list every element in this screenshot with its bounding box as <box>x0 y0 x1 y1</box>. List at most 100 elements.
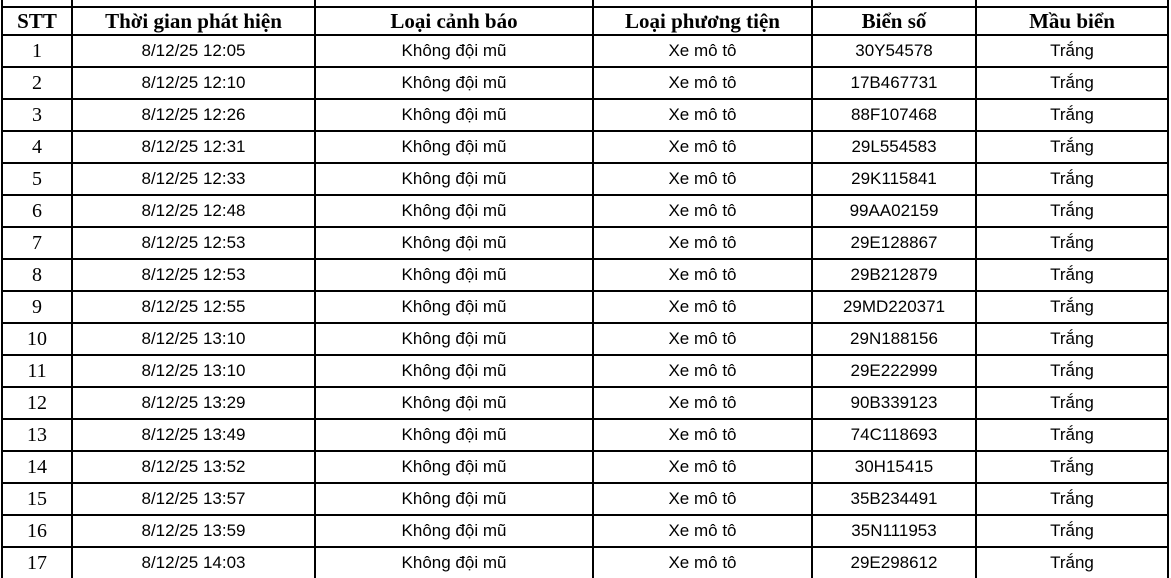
cell-plate: 29N188156 <box>811 322 977 356</box>
cell-warning: Không đội mũ <box>314 482 594 516</box>
table-row: 10 8/12/25 13:10 Không đội mũ Xe mô tô 2… <box>1 322 1169 356</box>
cell-color: Trắng <box>975 482 1169 516</box>
cell-plate: 35B234491 <box>811 482 977 516</box>
cell-vehicle: Xe mô tô <box>592 450 813 484</box>
cell-color: Trắng <box>975 162 1169 196</box>
cell-plate: 29MD220371 <box>811 290 977 324</box>
cell-warning: Không đội mũ <box>314 514 594 548</box>
cell-vehicle: Xe mô tô <box>592 290 813 324</box>
cell-color: Trắng <box>975 66 1169 100</box>
cell-warning: Không đội mũ <box>314 34 594 68</box>
cell-time: 8/12/25 13:49 <box>71 418 316 452</box>
column-header-time: Thời gian phát hiện <box>71 6 316 36</box>
cell-time: 8/12/25 13:10 <box>71 354 316 388</box>
table-header-row: STT Thời gian phát hiện Loại cảnh báo Lo… <box>1 6 1169 36</box>
cell-vehicle: Xe mô tô <box>592 66 813 100</box>
table-row: 7 8/12/25 12:53 Không đội mũ Xe mô tô 29… <box>1 226 1169 260</box>
table-row: 12 8/12/25 13:29 Không đội mũ Xe mô tô 9… <box>1 386 1169 420</box>
cell-stt: 16 <box>1 514 73 548</box>
cell-stt: 14 <box>1 450 73 484</box>
cell-time: 8/12/25 13:29 <box>71 386 316 420</box>
cell-warning: Không đội mũ <box>314 194 594 228</box>
cell-vehicle: Xe mô tô <box>592 226 813 260</box>
column-header-color: Mầu biển <box>975 6 1169 36</box>
cell-color: Trắng <box>975 418 1169 452</box>
cell-color: Trắng <box>975 322 1169 356</box>
cell-stt: 12 <box>1 386 73 420</box>
cell-time: 8/12/25 12:53 <box>71 258 316 292</box>
cell-time: 8/12/25 12:05 <box>71 34 316 68</box>
cell-stt: 6 <box>1 194 73 228</box>
table-row: 4 8/12/25 12:31 Không đội mũ Xe mô tô 29… <box>1 130 1169 164</box>
cell-time: 8/12/25 13:57 <box>71 482 316 516</box>
cell-vehicle: Xe mô tô <box>592 418 813 452</box>
cropped-cell <box>811 0 977 8</box>
cell-stt: 1 <box>1 34 73 68</box>
cell-color: Trắng <box>975 354 1169 388</box>
cell-warning: Không đội mũ <box>314 418 594 452</box>
cell-stt: 3 <box>1 98 73 132</box>
table-row: 2 8/12/25 12:10 Không đội mũ Xe mô tô 17… <box>1 66 1169 100</box>
table-row: 17 8/12/25 14:03 Không đội mũ Xe mô tô 2… <box>1 546 1169 578</box>
cell-time: 8/12/25 14:03 <box>71 546 316 578</box>
cell-stt: 15 <box>1 482 73 516</box>
cell-plate: 99AA02159 <box>811 194 977 228</box>
cropped-cell <box>1 0 73 8</box>
cell-stt: 9 <box>1 290 73 324</box>
cell-warning: Không đội mũ <box>314 386 594 420</box>
cell-color: Trắng <box>975 546 1169 578</box>
cell-stt: 4 <box>1 130 73 164</box>
cell-time: 8/12/25 12:31 <box>71 130 316 164</box>
cell-vehicle: Xe mô tô <box>592 322 813 356</box>
table-row: 14 8/12/25 13:52 Không đội mũ Xe mô tô 3… <box>1 450 1169 484</box>
cell-color: Trắng <box>975 194 1169 228</box>
cell-color: Trắng <box>975 258 1169 292</box>
cell-warning: Không đội mũ <box>314 226 594 260</box>
cell-vehicle: Xe mô tô <box>592 98 813 132</box>
cell-stt: 17 <box>1 546 73 578</box>
cell-vehicle: Xe mô tô <box>592 482 813 516</box>
cell-plate: 29E222999 <box>811 354 977 388</box>
cell-warning: Không đội mũ <box>314 322 594 356</box>
cell-vehicle: Xe mô tô <box>592 354 813 388</box>
cell-color: Trắng <box>975 386 1169 420</box>
column-header-vehicle: Loại phương tiện <box>592 6 813 36</box>
cell-time: 8/12/25 12:10 <box>71 66 316 100</box>
cell-plate: 30Y54578 <box>811 34 977 68</box>
cell-plate: 29E128867 <box>811 226 977 260</box>
cell-vehicle: Xe mô tô <box>592 386 813 420</box>
cropped-cell <box>314 0 594 8</box>
cell-time: 8/12/25 12:55 <box>71 290 316 324</box>
cell-vehicle: Xe mô tô <box>592 514 813 548</box>
cell-plate: 30H15415 <box>811 450 977 484</box>
table-row: 9 8/12/25 12:55 Không đội mũ Xe mô tô 29… <box>1 290 1169 324</box>
cell-warning: Không đội mũ <box>314 98 594 132</box>
table-row: 13 8/12/25 13:49 Không đội mũ Xe mô tô 7… <box>1 418 1169 452</box>
cell-vehicle: Xe mô tô <box>592 194 813 228</box>
cell-stt: 5 <box>1 162 73 196</box>
cell-warning: Không đội mũ <box>314 258 594 292</box>
cell-plate: 29L554583 <box>811 130 977 164</box>
cell-plate: 29E298612 <box>811 546 977 578</box>
cell-plate: 35N111953 <box>811 514 977 548</box>
cell-color: Trắng <box>975 34 1169 68</box>
cropped-cell <box>975 0 1169 8</box>
table-row: 15 8/12/25 13:57 Không đội mũ Xe mô tô 3… <box>1 482 1169 516</box>
cell-color: Trắng <box>975 450 1169 484</box>
cell-warning: Không đội mũ <box>314 162 594 196</box>
table-row: 1 8/12/25 12:05 Không đội mũ Xe mô tô 30… <box>1 34 1169 68</box>
cell-time: 8/12/25 13:10 <box>71 322 316 356</box>
cell-plate: 29K115841 <box>811 162 977 196</box>
cell-color: Trắng <box>975 514 1169 548</box>
cell-warning: Không đội mũ <box>314 290 594 324</box>
cropped-top-row <box>1 0 1169 8</box>
table-row: 16 8/12/25 13:59 Không đội mũ Xe mô tô 3… <box>1 514 1169 548</box>
cell-plate: 29B212879 <box>811 258 977 292</box>
cell-warning: Không đội mũ <box>314 66 594 100</box>
cell-stt: 13 <box>1 418 73 452</box>
cell-color: Trắng <box>975 98 1169 132</box>
cell-stt: 8 <box>1 258 73 292</box>
cell-time: 8/12/25 12:48 <box>71 194 316 228</box>
cell-time: 8/12/25 13:52 <box>71 450 316 484</box>
